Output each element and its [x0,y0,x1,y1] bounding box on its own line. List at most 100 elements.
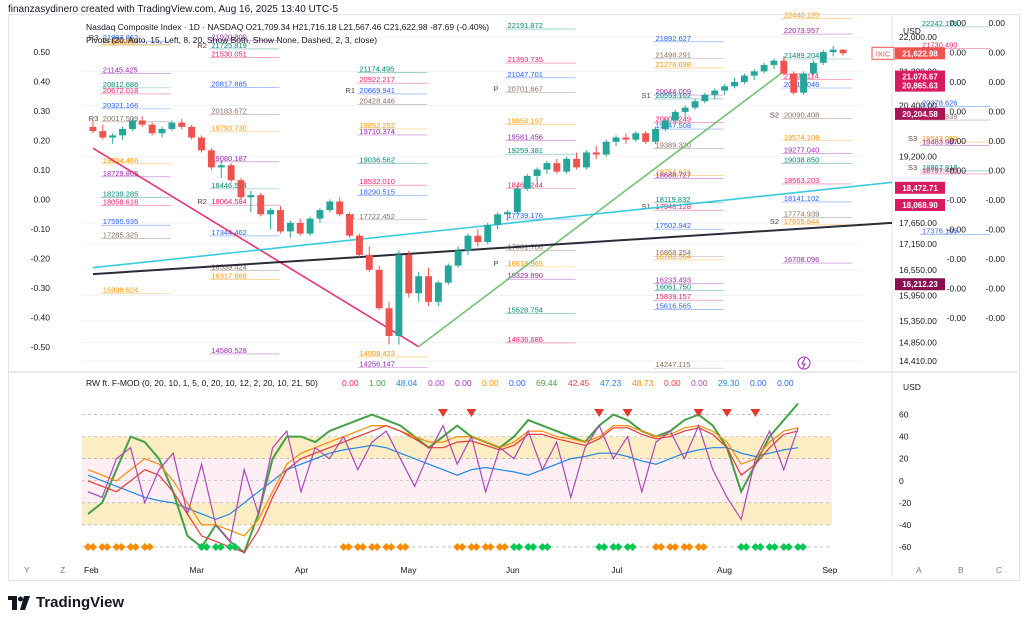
price-tag[interactable] [895,181,945,194]
candle-body[interactable] [355,235,363,255]
candle-body[interactable] [691,101,699,108]
osc-orange-diamond [382,542,391,551]
candle-body[interactable] [592,152,600,155]
candle-body[interactable] [533,169,541,176]
candle-body[interactable] [434,282,442,302]
candle-body[interactable] [800,73,808,93]
candle-body[interactable] [148,124,156,134]
candle-body[interactable] [395,254,403,336]
axis-button-b[interactable]: B [958,565,964,575]
candle-body[interactable] [227,165,235,181]
candle-body[interactable] [425,276,432,302]
candle-body[interactable] [405,254,413,294]
candle-body[interactable] [612,137,620,142]
axis-button-y[interactable]: Y [24,565,30,575]
candle-body[interactable] [632,133,640,140]
axis-button-z[interactable]: Z [60,565,65,575]
candle-body[interactable] [770,60,778,65]
lightning-icon[interactable] [797,356,811,370]
candle-body[interactable] [582,152,590,168]
price-tag-label: 18,068.90 [902,201,938,210]
candle-body[interactable] [494,214,502,226]
candle-body[interactable] [731,82,738,87]
candle-body[interactable] [711,90,719,95]
candle-body[interactable] [474,235,482,243]
price-tag[interactable] [895,278,945,291]
candle-body[interactable] [760,64,768,72]
candle-body[interactable] [671,111,679,121]
candle-body[interactable] [750,71,758,76]
candle-body[interactable] [277,210,284,232]
candle-body[interactable] [178,122,186,127]
left-axis-label: -0.40 [31,313,51,323]
candle-body[interactable] [168,122,176,129]
oscillator-value: 29.30 [718,378,740,388]
candle-body[interactable] [128,120,136,129]
candle-body[interactable] [346,214,354,236]
price-tag[interactable] [895,79,945,92]
price-axis-label: 16,550.00 [899,265,937,275]
candle-body[interactable] [336,201,344,215]
candle-body[interactable] [158,128,166,134]
candle-body[interactable] [89,126,97,132]
candle-body[interactable] [513,188,521,213]
candle-body[interactable] [780,60,788,74]
candle-body[interactable] [681,107,689,112]
candle-body[interactable] [267,210,275,215]
axis-button-a[interactable]: A [916,565,922,575]
candle-body[interactable] [119,128,126,136]
candle-body[interactable] [207,150,215,168]
candle-body[interactable] [740,75,748,83]
candle-body[interactable] [573,158,581,168]
candle-body[interactable] [553,163,561,172]
candle-body[interactable] [622,137,630,140]
candle-body[interactable] [464,235,472,251]
candle-body[interactable] [661,120,669,129]
candle-body[interactable] [829,49,837,53]
candle-body[interactable] [296,222,304,234]
candle-body[interactable] [543,163,551,170]
candle-body[interactable] [109,135,117,138]
candle-body[interactable] [701,94,709,102]
candle-body[interactable] [375,269,383,309]
price-tag[interactable] [895,47,945,60]
candle-body[interactable] [257,195,265,215]
candle-body[interactable] [810,62,817,74]
candle-body[interactable] [563,158,571,172]
axis-button-c[interactable]: C [996,565,1002,575]
candle-body[interactable] [99,131,107,138]
candle-body[interactable] [316,210,324,219]
candle-body[interactable] [839,49,847,54]
price-tag[interactable] [895,198,945,211]
candle-body[interactable] [247,195,255,198]
candle-body[interactable] [385,308,393,336]
candle-body[interactable] [415,276,423,294]
candle-body[interactable] [790,73,798,93]
osc-orange-diamond [458,542,467,551]
right-axis-a-label: 0.00 [949,107,966,117]
candle-body[interactable] [138,120,146,125]
candle-body[interactable] [819,52,827,63]
candle-body[interactable] [237,180,245,198]
candle-body[interactable] [484,225,492,243]
candle-body[interactable] [523,175,531,189]
candle-body[interactable] [721,86,729,91]
candle-body[interactable] [504,212,511,215]
candle-body[interactable] [454,250,462,266]
candle-body[interactable] [306,218,314,234]
candle-body[interactable] [326,201,334,211]
candle-body[interactable] [642,133,650,142]
price-tag[interactable] [895,70,945,83]
candle-body[interactable] [188,126,196,138]
candle-body[interactable] [198,137,205,151]
candle-body[interactable] [217,165,225,168]
pivot-level-label: 19574.108 [784,133,819,142]
candle-body[interactable] [365,254,373,270]
price-tag[interactable] [895,107,945,120]
candle-body[interactable] [286,222,294,232]
candle-body[interactable] [652,128,659,142]
pivot-level-label: 18532.010 [359,177,394,186]
candle-body[interactable] [444,265,452,283]
candle-body[interactable] [602,141,610,155]
